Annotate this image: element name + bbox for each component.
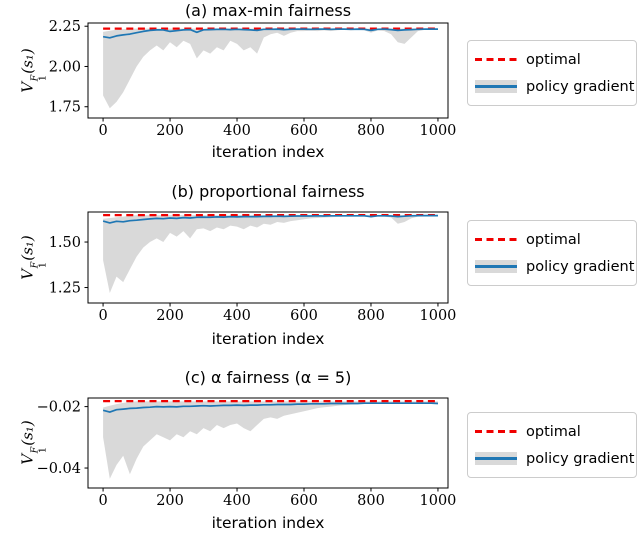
y-tick-label: 1.75 xyxy=(49,100,81,116)
chart-c-plot-area: 0 200 400 600 800 1000 −0.02 −0.04 xyxy=(37,397,457,509)
x-tick-label: 400 xyxy=(223,493,251,509)
policy-gradient-band xyxy=(103,401,438,479)
y-tick-label: −0.04 xyxy=(37,461,81,477)
chart-b-x-axis-label: iteration index xyxy=(211,330,325,348)
x-tick-label: 600 xyxy=(290,493,318,509)
plot-border xyxy=(87,211,449,304)
x-tick-label: 400 xyxy=(223,308,251,324)
legend-item-optimal: optimal xyxy=(475,226,636,253)
policy-gradient-line-swatch xyxy=(475,457,517,460)
policy-gradient-line-swatch xyxy=(475,265,517,268)
ylabel-var: V xyxy=(18,268,37,280)
legend-label-policy-gradient: policy gradient xyxy=(526,258,635,275)
chart-b-plot-area: 0 200 400 600 800 1000 1.50 1.25 xyxy=(49,211,457,324)
policy-gradient-band xyxy=(103,215,438,293)
y-tick-label: 1.25 xyxy=(49,281,81,297)
ylabel-arg: (s₁) xyxy=(18,420,37,446)
chart-b-y-axis-label: V F 1 (s₁) xyxy=(18,203,49,313)
chart-b-title: (b) proportional fairness xyxy=(171,182,365,201)
policy-gradient-band-swatch xyxy=(475,260,517,273)
legend-item-policy-gradient: policy gradient xyxy=(475,253,636,280)
legend-label-optimal: optimal xyxy=(526,423,581,440)
chart-a-x-axis-label: iteration index xyxy=(211,143,325,161)
chart-b-legend: optimal policy gradient xyxy=(467,220,637,286)
chart-c-x-axis-label: iteration index xyxy=(211,514,325,532)
x-tick-label: 200 xyxy=(156,308,184,324)
legend-item-policy-gradient: policy gradient xyxy=(475,445,636,472)
legend-label-optimal: optimal xyxy=(526,231,581,248)
plot-border xyxy=(87,22,449,119)
x-tick-label: 1000 xyxy=(420,123,457,139)
x-tick-label: 1000 xyxy=(420,308,457,324)
chart-a-plot-area: 0 200 400 600 800 1000 2.25 2.00 1.75 xyxy=(49,19,457,139)
x-tick-label: 800 xyxy=(357,123,385,139)
policy-gradient-line xyxy=(102,214,438,224)
chart-a-title: (a) max-min fairness xyxy=(184,1,352,20)
x-tick-label: 0 xyxy=(98,308,107,324)
policy-gradient-band-swatch xyxy=(475,80,517,93)
policy-gradient-line xyxy=(102,28,438,39)
policy-gradient-band-swatch xyxy=(475,452,517,465)
x-tick-label: 1000 xyxy=(420,493,457,509)
x-tick-label: 200 xyxy=(156,123,184,139)
x-tick-label: 0 xyxy=(98,123,107,139)
y-tick-label: 2.00 xyxy=(49,59,81,75)
x-tick-label: 600 xyxy=(290,308,318,324)
legend-item-policy-gradient: policy gradient xyxy=(475,73,636,100)
chart-a-legend: optimal policy gradient xyxy=(467,40,637,106)
x-tick-label: 400 xyxy=(223,123,251,139)
legend-item-optimal: optimal xyxy=(475,418,636,445)
chart-c-y-axis-label: V F 1 (s₁) xyxy=(18,388,49,498)
y-tick-label: 1.50 xyxy=(49,235,81,251)
policy-gradient-line xyxy=(102,402,439,413)
legend-label-policy-gradient: policy gradient xyxy=(526,450,635,467)
plot-border xyxy=(87,397,449,489)
optimal-dashed-line-swatch xyxy=(475,58,517,61)
legend-item-optimal: optimal xyxy=(475,46,636,73)
chart-c-title: (c) α fairness (α = 5) xyxy=(184,368,352,387)
ylabel-var: V xyxy=(18,453,37,465)
ylabel-arg: (s₁) xyxy=(18,48,37,74)
x-tick-label: 800 xyxy=(357,308,385,324)
ylabel-var: V xyxy=(18,81,37,93)
legend-label-policy-gradient: policy gradient xyxy=(526,78,635,95)
optimal-dashed-line-swatch xyxy=(475,430,517,433)
x-tick-label: 800 xyxy=(357,493,385,509)
y-tick-label: −0.02 xyxy=(37,400,81,416)
x-tick-label: 0 xyxy=(98,493,107,509)
policy-gradient-band xyxy=(103,28,438,109)
y-tick-label: 2.25 xyxy=(49,19,81,35)
legend-label-optimal: optimal xyxy=(526,51,581,68)
ylabel-arg: (s₁) xyxy=(18,235,37,261)
x-tick-label: 200 xyxy=(156,493,184,509)
optimal-dashed-line-swatch xyxy=(475,238,517,241)
policy-gradient-line-swatch xyxy=(475,85,517,88)
chart-c-legend: optimal policy gradient xyxy=(467,412,637,478)
chart-a-y-axis-label: V F 1 (s₁) xyxy=(18,16,49,126)
x-tick-label: 600 xyxy=(290,123,318,139)
